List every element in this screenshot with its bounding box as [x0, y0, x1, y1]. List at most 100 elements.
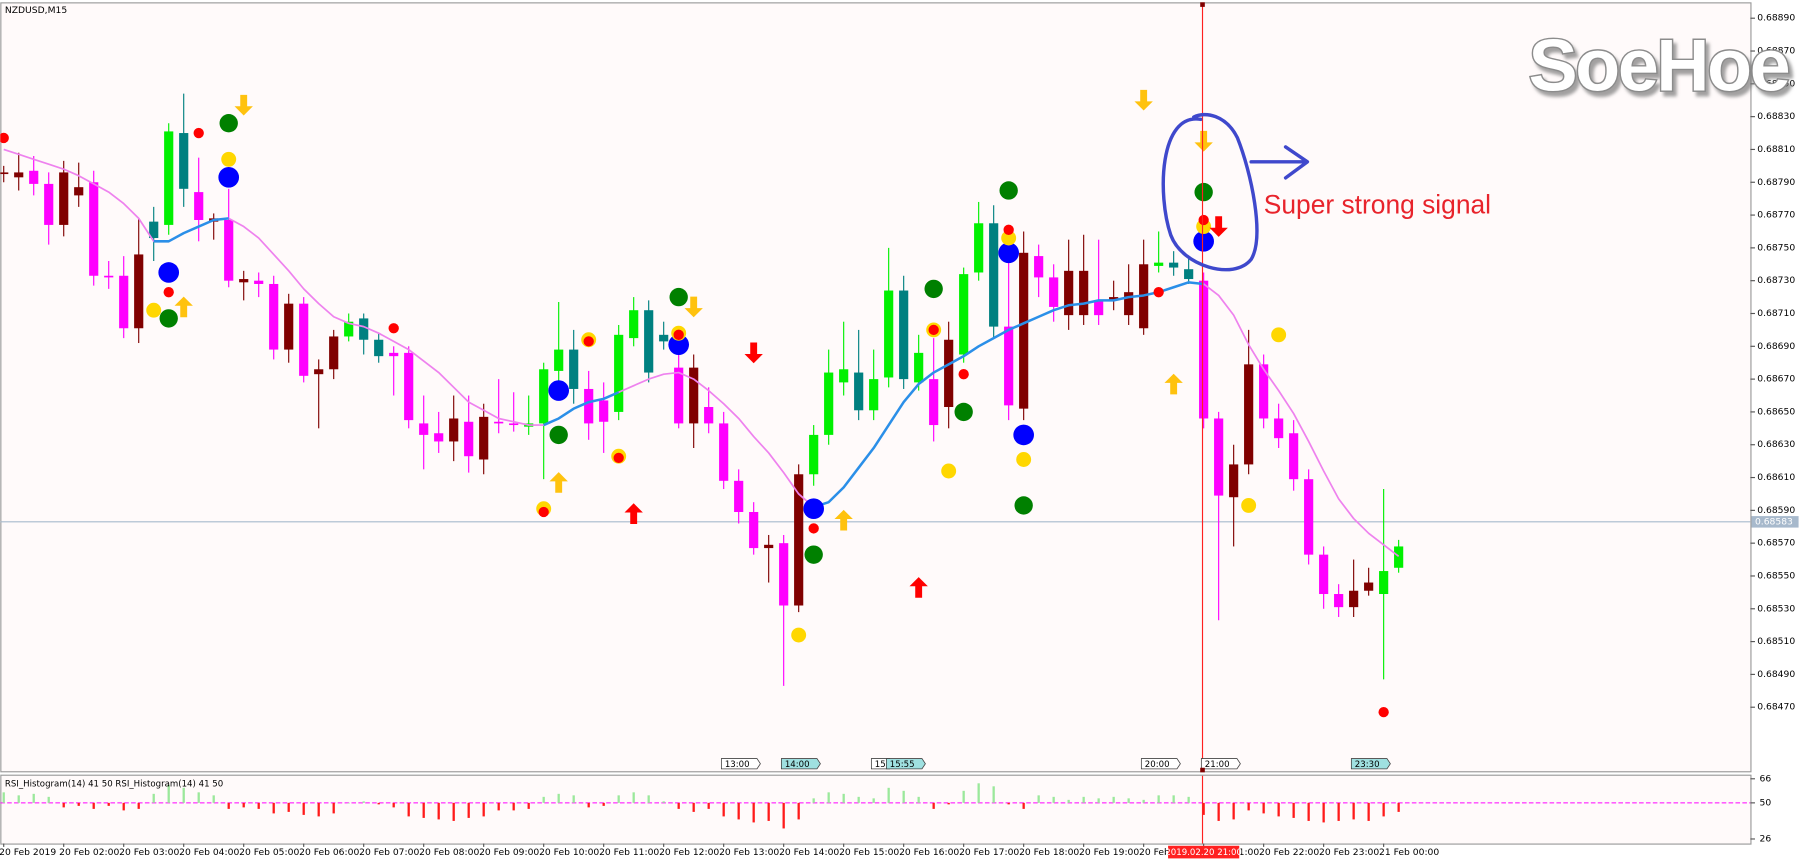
session-label: 20:00: [1145, 760, 1170, 770]
candle-body: [899, 290, 909, 380]
candle-body: [614, 334, 624, 412]
candle-body: [779, 543, 789, 606]
candle-body: [554, 349, 564, 371]
candle-body: [794, 474, 804, 606]
candle-body: [674, 367, 684, 424]
candle-body: [1169, 262, 1179, 268]
y-tick-label: 0.68870: [1757, 46, 1795, 57]
rsi-bar: [677, 802, 680, 809]
indicator-label: RSI_Histogram(14) 41 50 RSI_Histogram(14…: [5, 779, 223, 789]
signal-arrow: [549, 472, 568, 493]
candle-body: [644, 310, 654, 373]
rsi-bar: [887, 787, 890, 803]
rsi-bar: [227, 802, 230, 809]
watermark: SoeHoe: [1529, 25, 1789, 107]
rsi-bar: [362, 801, 365, 803]
signal-arrow: [744, 342, 763, 364]
candle-body: [974, 223, 984, 273]
candle-body: [479, 416, 489, 460]
candle-body: [704, 407, 714, 424]
rsi-bar: [647, 795, 650, 803]
rsi-bar: [302, 802, 305, 815]
signal-dot: [548, 380, 570, 401]
rsi-tick-label: 66: [1760, 773, 1772, 784]
y-tick-label: 0.68530: [1757, 603, 1795, 614]
signal-arrow: [624, 503, 643, 524]
y-tick-label: 0.68630: [1757, 439, 1795, 450]
candle-body: [464, 421, 474, 457]
signal-dot: [1001, 230, 1017, 246]
candle-body: [0, 172, 9, 175]
signal-dot: [669, 287, 688, 307]
candle-body: [194, 192, 204, 220]
candle-body: [1079, 270, 1089, 316]
rsi-bar: [752, 802, 755, 823]
candle-body: [809, 434, 819, 475]
rsi-bar: [467, 802, 470, 818]
signal-dot: [941, 463, 957, 479]
candle-body: [1199, 280, 1209, 419]
indicator-window: [0, 774, 1752, 845]
rsi-bar: [2, 792, 5, 803]
rsi-bar: [902, 790, 905, 803]
signal-arrow: [834, 509, 853, 531]
rsi-bar: [557, 793, 560, 803]
y-tick-label: 0.68690: [1757, 341, 1795, 352]
signal-dot: [958, 369, 969, 380]
rsi-bar: [497, 802, 500, 811]
current-price-box: [1751, 516, 1799, 528]
candle-body: [734, 480, 744, 512]
signal-dot: [803, 498, 825, 520]
rsi-bar: [437, 802, 440, 820]
rsi-bar: [422, 802, 425, 818]
rsi-bar: [602, 802, 605, 806]
signal-dot: [219, 114, 238, 133]
rsi-bar: [242, 802, 245, 808]
rsi-bar: [1247, 802, 1250, 811]
signal-arrow: [174, 296, 193, 318]
candle-body: [599, 400, 609, 422]
candle-body: [374, 339, 384, 357]
candle-body: [1334, 594, 1344, 608]
signal-arrow: [1134, 89, 1153, 111]
rsi-bar: [32, 793, 35, 803]
candle-body: [719, 423, 729, 481]
candle-body: [629, 310, 639, 339]
rsi-bar: [512, 802, 515, 811]
rsi-bar: [932, 802, 935, 809]
candle-body: [89, 182, 99, 276]
rsi-bar: [122, 802, 125, 811]
candle-body: [344, 321, 354, 337]
y-tick-label: 0.68810: [1757, 144, 1795, 155]
rsi-bar: [17, 795, 20, 803]
rsi-bar: [1217, 802, 1220, 821]
candle-body: [689, 367, 699, 424]
rsi-bar: [1037, 795, 1040, 803]
x-tick-label: 20 Feb 04:00: [179, 847, 239, 858]
candle-body: [269, 283, 279, 350]
rsi-bar: [812, 798, 815, 803]
rsi-bar: [107, 802, 110, 806]
rsi-bar: [212, 795, 215, 803]
candle-body: [1289, 433, 1299, 480]
signal-dot: [221, 151, 237, 167]
candle-body: [509, 423, 519, 426]
crosshair-marker: [1200, 2, 1205, 7]
signal-dot: [1193, 230, 1214, 252]
candle-body: [314, 369, 324, 375]
signal-dot: [1013, 424, 1034, 446]
rsi-bar: [662, 801, 665, 803]
annotation: Super strong signal: [1264, 190, 1491, 220]
signal-dot: [388, 323, 399, 334]
candle-body: [1154, 262, 1164, 266]
signal-dot: [1014, 496, 1033, 515]
rsi-bar: [1232, 802, 1235, 820]
signal-dot: [218, 167, 240, 188]
signal-dot: [928, 324, 939, 336]
candle-body: [329, 336, 339, 370]
rsi-bar: [92, 802, 95, 809]
rsi-bar: [377, 802, 380, 805]
candle-body: [1184, 269, 1194, 280]
x-tick-label: 20 Feb 05:00: [239, 847, 299, 858]
